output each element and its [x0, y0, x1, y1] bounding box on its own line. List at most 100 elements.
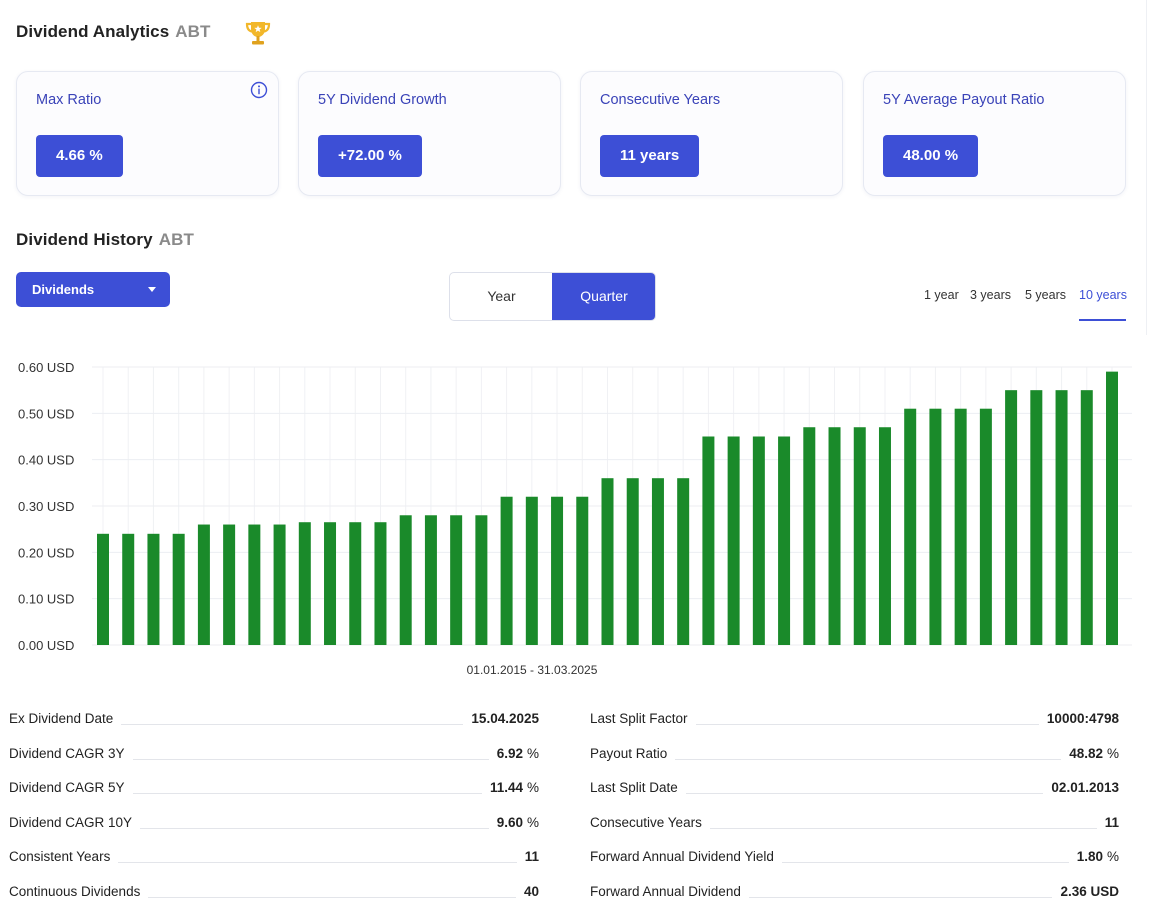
bar[interactable] — [1030, 390, 1043, 645]
bar[interactable] — [450, 515, 463, 645]
bar[interactable] — [147, 533, 160, 645]
dividend-history-chart: 0.00 USD 0.10 USD 0.20 USD 0.30 USD 0.40 USD… — [18, 360, 1132, 677]
bar[interactable] — [475, 515, 488, 645]
stat-row: Consistent Years 11 — [9, 843, 539, 867]
stat-label: Consecutive Years — [590, 814, 710, 830]
stat-value-number: 11.44 — [489, 780, 523, 796]
bar[interactable] — [601, 478, 614, 645]
bar[interactable] — [904, 408, 917, 645]
page-edge-divider — [1146, 0, 1147, 335]
stat-row: Consecutive Years 11 — [590, 809, 1119, 833]
bar[interactable] — [651, 478, 664, 645]
stat-label: Ex Dividend Date — [9, 711, 122, 726]
tab-3-years[interactable]: 3 years — [970, 288, 1011, 302]
y-tick-label: 0.10 USD — [18, 592, 74, 607]
bar[interactable] — [1080, 390, 1093, 645]
card-label: 5Y Average Payout Ratio — [883, 92, 1045, 108]
history-title: Dividend History ABT — [16, 230, 194, 250]
metric-dropdown-value: Dividends — [32, 282, 95, 297]
bar[interactable] — [197, 524, 210, 645]
stat-row: Ex Dividend Date 15.04.2025 — [9, 705, 539, 729]
stat-value-number: 11 — [1104, 814, 1119, 830]
bar[interactable] — [1055, 390, 1068, 645]
bar[interactable] — [273, 524, 286, 645]
stat-row: Dividend CAGR 10Y 9.60% — [9, 809, 539, 833]
y-tick-label: 0.00 USD — [18, 638, 74, 653]
bar[interactable] — [576, 496, 589, 645]
stat-label: Consistent Years — [9, 849, 119, 865]
bar[interactable] — [248, 524, 261, 645]
analytics-title: Dividend Analytics ABT — [16, 22, 211, 42]
stat-row: Dividend CAGR 3Y 6.92% — [9, 740, 539, 764]
bar[interactable] — [97, 533, 109, 645]
stat-label: Dividend CAGR 10Y — [9, 814, 141, 830]
stat-value: 10000:4798 — [1038, 711, 1119, 726]
bar[interactable] — [551, 496, 564, 645]
bar[interactable] — [500, 496, 513, 645]
stat-label: Dividend CAGR 3Y — [9, 745, 133, 761]
stat-value-number: 2.36 USD — [1060, 884, 1119, 899]
stat-label: Dividend CAGR 5Y — [9, 780, 133, 796]
bar[interactable] — [399, 515, 412, 645]
stat-row: Payout Ratio 48.82% — [590, 740, 1119, 764]
toggle-quarter-button[interactable]: Quarter — [552, 273, 655, 320]
tab-1-year[interactable]: 1 year — [924, 288, 959, 302]
bar[interactable] — [752, 436, 765, 646]
stat-leader-line — [9, 724, 539, 725]
bar[interactable] — [424, 515, 437, 645]
stat-value: 1.80% — [1068, 849, 1119, 865]
card-5y-average-payout-ratio: 5Y Average Payout Ratio 48.00 % — [863, 71, 1126, 196]
stat-row: Last Split Date 02.01.2013 — [590, 774, 1119, 798]
bar[interactable] — [677, 478, 690, 645]
y-tick-label: 0.20 USD — [18, 545, 74, 560]
stat-value-number: 40 — [523, 884, 539, 899]
stat-value-number: 11 — [524, 849, 539, 865]
metric-dropdown[interactable]: Dividends — [16, 272, 170, 307]
bar[interactable] — [626, 478, 639, 645]
stat-value: 11 — [1096, 814, 1119, 830]
stat-label: Payout Ratio — [590, 745, 676, 761]
stat-value: 15.04.2025 — [463, 711, 539, 726]
tab-5-years[interactable]: 5 years — [1025, 288, 1066, 302]
stat-leader-line — [590, 793, 1119, 795]
stat-label: Forward Annual Dividend — [590, 884, 749, 899]
bar[interactable] — [702, 436, 715, 646]
stat-value: 9.60% — [488, 814, 539, 830]
active-range-underline — [1079, 319, 1126, 321]
stat-value-number: 15.04.2025 — [471, 711, 539, 726]
bar[interactable] — [324, 522, 337, 645]
stat-leader-line — [590, 897, 1119, 898]
y-tick-label: 0.40 USD — [18, 453, 74, 468]
bar[interactable] — [828, 427, 841, 645]
stat-label: Continuous Dividends — [9, 884, 149, 899]
bar[interactable] — [374, 522, 387, 645]
bar[interactable] — [223, 524, 236, 645]
bar[interactable] — [803, 427, 816, 645]
stat-leader-line — [9, 862, 539, 864]
bar[interactable] — [122, 533, 135, 645]
analytics-cards: Max Ratio 4.66 % 5Y Dividend Growth +72.… — [16, 71, 1126, 196]
bar[interactable] — [878, 427, 891, 645]
bar[interactable] — [1106, 371, 1118, 645]
card-label: 5Y Dividend Growth — [318, 92, 447, 108]
stat-value: 6.92% — [488, 745, 539, 761]
bar[interactable] — [525, 496, 538, 645]
info-icon[interactable] — [250, 81, 268, 99]
bar[interactable] — [349, 522, 362, 645]
bar[interactable] — [172, 533, 185, 645]
x-axis-label: 01.01.2015 - 31.03.2025 — [467, 663, 598, 677]
bar[interactable] — [979, 408, 992, 645]
bar[interactable] — [727, 436, 740, 646]
toggle-year-button[interactable]: Year — [487, 288, 516, 304]
stat-leader-line — [590, 758, 1119, 760]
bar[interactable] — [1005, 390, 1018, 645]
stat-row: Last Split Factor 10000:4798 — [590, 705, 1119, 729]
bar[interactable] — [853, 427, 866, 645]
bar[interactable] — [954, 408, 967, 645]
bar[interactable] — [778, 436, 791, 646]
bar[interactable] — [298, 522, 311, 645]
stat-value: 02.01.2013 — [1043, 780, 1119, 796]
stat-leader-line — [9, 827, 539, 829]
tab-10-years[interactable]: 10 years — [1079, 288, 1127, 302]
bar[interactable] — [929, 408, 942, 645]
